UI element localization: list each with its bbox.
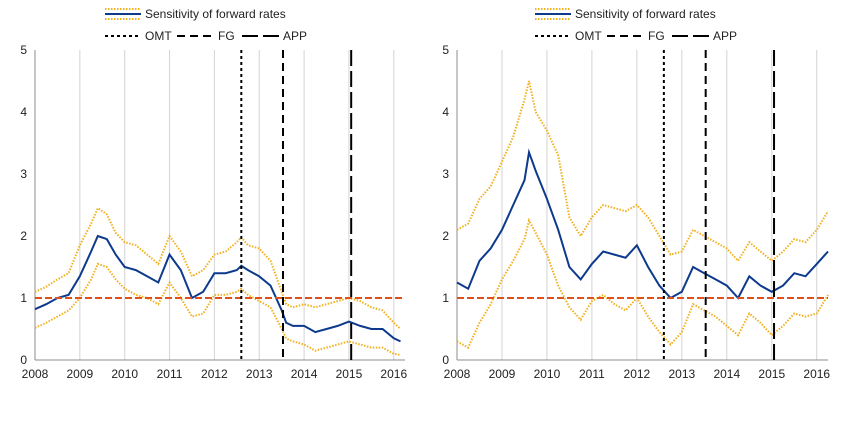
x-tick-label: 2016 bbox=[803, 367, 830, 381]
legend-fg-label: FG bbox=[218, 29, 235, 43]
legend-sensitivity-label: Sensitivity of forward rates bbox=[145, 7, 286, 21]
legend-omt-label: OMT bbox=[145, 29, 172, 43]
legend: Sensitivity of forward rates OMT FG APP bbox=[535, 7, 737, 43]
x-tick-label: 2014 bbox=[291, 367, 318, 381]
upper-band-line bbox=[34, 206, 402, 330]
x-tick-label: 2008 bbox=[444, 367, 471, 381]
x-tick-label: 2009 bbox=[66, 367, 93, 381]
y-tick-label: 2 bbox=[20, 229, 27, 243]
y-tick-label: 4 bbox=[442, 105, 449, 119]
y-tick-label: 3 bbox=[20, 167, 27, 181]
x-tick-label: 2013 bbox=[246, 367, 273, 381]
legend-omt-label: OMT bbox=[575, 29, 602, 43]
y-tick-label: 0 bbox=[20, 353, 27, 367]
legend: Sensitivity of forward rates OMT FG APP bbox=[105, 7, 307, 43]
x-tick-label: 2015 bbox=[758, 367, 785, 381]
x-tick-label: 2016 bbox=[380, 367, 407, 381]
x-tick-label: 2012 bbox=[624, 367, 651, 381]
legend-fg-label: FG bbox=[648, 29, 665, 43]
y-tick-label: 3 bbox=[442, 167, 449, 181]
y-tick-label: 1 bbox=[20, 291, 27, 305]
x-tick-label: 2015 bbox=[336, 367, 363, 381]
sensitivity-line bbox=[456, 148, 829, 300]
chart-panel-1: 0 1 2 3 4 5 2008 2009 2010 2011 2012 2013 2014 2015 20… bbox=[20, 7, 407, 381]
x-tick-label: 2011 bbox=[579, 367, 605, 381]
x-tick-label: 2008 bbox=[22, 367, 49, 381]
legend-sensitivity-label: Sensitivity of forward rates bbox=[575, 7, 716, 21]
x-tick-label: 2010 bbox=[534, 367, 561, 381]
y-tick-label: 5 bbox=[442, 43, 449, 57]
x-tick-label: 2010 bbox=[111, 367, 138, 381]
x-tick-label: 2009 bbox=[489, 367, 516, 381]
y-tick-label: 0 bbox=[442, 353, 449, 367]
sensitivity-line bbox=[34, 234, 401, 343]
x-tick-label: 2011 bbox=[157, 367, 183, 381]
y-tick-label: 1 bbox=[442, 291, 449, 305]
legend-app-label: APP bbox=[283, 29, 307, 43]
x-tick-label: 2013 bbox=[668, 367, 695, 381]
lower-band-line bbox=[456, 217, 829, 349]
x-tick-label: 2014 bbox=[713, 367, 740, 381]
upper-band-line bbox=[456, 80, 829, 263]
y-tick-label: 5 bbox=[20, 43, 27, 57]
x-tick-label: 2012 bbox=[201, 367, 228, 381]
chart-panel-2: 0 1 2 3 4 5 2008 2009 2010 2011 2012 2013 2014 2015 20… bbox=[442, 7, 830, 381]
legend-app-label: APP bbox=[713, 29, 737, 43]
y-tick-label: 2 bbox=[442, 229, 449, 243]
lower-band-line bbox=[34, 262, 401, 356]
y-tick-label: 4 bbox=[20, 105, 27, 119]
